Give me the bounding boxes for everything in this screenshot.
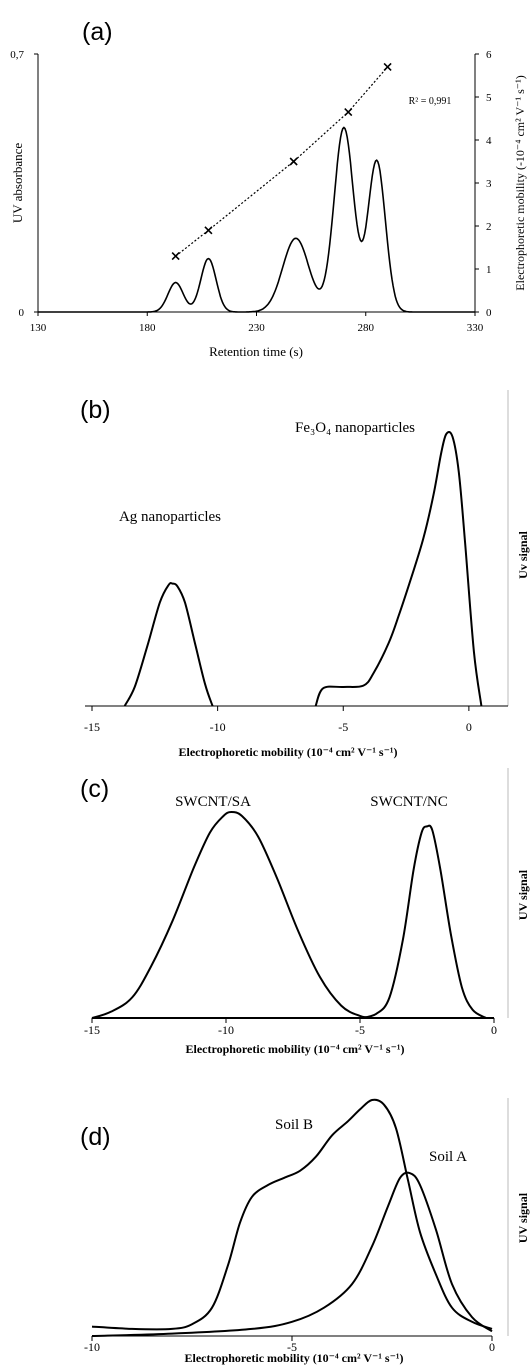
panel-a-y2-tick-label: 5 xyxy=(486,92,492,104)
panel-b-y-axis-label: Uv signal xyxy=(516,531,530,579)
panel-b-fe3o4-annotation: Fe₃O₄ nanoparticles xyxy=(295,420,415,436)
panel-a-y2-tick-label: 2 xyxy=(486,221,492,233)
panel-a-y2-tick-label: 0 xyxy=(486,307,492,319)
panel-b-ticks xyxy=(91,706,470,711)
panel-d-x-axis-label: Electrophoretic mobility (10⁻⁴ cm² V⁻¹ s… xyxy=(184,1351,403,1365)
panel-d: (d) -10 -5 0 Electrophoretic mobility (10⁻… xyxy=(80,1098,530,1365)
panel-b-ag-annotation: Ag nanoparticles xyxy=(119,509,221,525)
panel-b-x-axis-label: Electrophoretic mobility (10⁻⁴ cm² V⁻¹ s… xyxy=(178,745,397,759)
panel-d-y-axis-label: UV signal xyxy=(516,1192,530,1243)
panel-c-x-tick-label: -15 xyxy=(84,1023,100,1037)
panel-c-x-axis-label: Electrophoretic mobility (10⁻⁴ cm² V⁻¹ s… xyxy=(185,1042,404,1056)
panel-a-x-tick-label: 180 xyxy=(139,322,156,334)
panel-a-y2-tick-labels: 0 1 2 3 4 5 6 xyxy=(486,49,492,319)
panel-b-trace-2 xyxy=(314,430,483,707)
panel-c: (c) -15 -10 -5 0 Electrophoretic mobility (… xyxy=(80,768,530,1056)
panel-a-x-axis-label: Retention time (s) xyxy=(209,344,303,359)
panel-c-swcnt-sa-annotation: SWCNT/SA xyxy=(175,794,251,810)
panel-c-x-tick-label: 0 xyxy=(491,1023,497,1037)
panel-a-mobility-point xyxy=(171,252,180,261)
panel-d-x-tick-label: 0 xyxy=(489,1340,495,1354)
panel-a-mobility-point xyxy=(289,157,298,166)
panel-a-mobility-point xyxy=(204,226,213,235)
panel-c-x-tick-label: -10 xyxy=(218,1023,234,1037)
panel-d-ticks xyxy=(91,1336,493,1341)
panel-a: (a) 0,7 0 0 1 2 3 4 5 6 130 180 230 280 330 Retent… xyxy=(10,18,527,359)
panel-c-x-tick-labels: -15 -10 -5 0 xyxy=(84,1023,497,1037)
panel-a-x-tick-label: 280 xyxy=(358,322,375,334)
panel-a-mobility-fit-line xyxy=(175,66,389,257)
panel-b-x-tick-labels: -15 -10 -5 0 xyxy=(84,720,472,734)
panel-a-y-axis-label: UV absorbance xyxy=(10,143,25,223)
panel-a-r2-annotation: R² = 0,991 xyxy=(409,96,452,107)
panel-a-y2-axis-label: Electrophoretic mobility (-10⁻⁴ cm² V⁻¹ … xyxy=(513,75,527,290)
panel-a-y-tick-max: 0,7 xyxy=(10,49,24,61)
panel-b-trace-1 xyxy=(123,582,214,707)
panel-b: (b) -15 -10 -5 0 Electrophoretic mobility (… xyxy=(80,390,530,759)
panel-a-label: (a) xyxy=(82,18,113,46)
panel-c-y-axis-label: UV signal xyxy=(516,869,530,920)
panel-c-plot-area xyxy=(91,811,494,1019)
panel-a-y2-tick-label: 3 xyxy=(486,178,492,190)
panel-d-plot-area xyxy=(91,1098,493,1337)
panel-d-label: (d) xyxy=(80,1123,111,1151)
panel-a-x-tick-label: 130 xyxy=(30,322,47,334)
panel-d-soil-a-annotation: Soil A xyxy=(429,1149,467,1165)
panel-d-x-tick-labels: -10 -5 0 xyxy=(84,1340,495,1354)
panel-a-ticks xyxy=(34,53,479,316)
panel-a-y2-tick-label: 1 xyxy=(486,264,492,276)
panel-d-soil-b-annotation: Soil B xyxy=(275,1117,313,1133)
panel-c-trace-2 xyxy=(359,824,487,1019)
panel-b-plot-area xyxy=(123,430,483,707)
panel-a-plot-area xyxy=(38,62,475,313)
panel-b-x-tick-label: 0 xyxy=(466,720,472,734)
panel-d-x-tick-label: -10 xyxy=(84,1340,100,1354)
panel-c-swcnt-nc-annotation: SWCNT/NC xyxy=(370,794,448,810)
panel-d-x-tick-label: -5 xyxy=(287,1340,297,1354)
panel-a-y2-tick-label: 6 xyxy=(486,49,492,61)
panel-b-x-tick-label: -5 xyxy=(338,720,348,734)
panel-a-x-tick-label: 230 xyxy=(248,322,265,334)
panel-c-label: (c) xyxy=(80,775,109,803)
panel-a-mobility-point xyxy=(344,107,353,117)
panel-d-trace-2 xyxy=(91,1171,493,1337)
panel-c-x-tick-label: -5 xyxy=(355,1023,365,1037)
panel-a-uv-trace xyxy=(38,126,475,313)
panel-c-trace-1 xyxy=(91,811,374,1019)
panel-d-trace-1 xyxy=(91,1098,493,1331)
panel-b-x-tick-label: -15 xyxy=(84,720,100,734)
panel-a-x-tick-label: 330 xyxy=(467,322,484,334)
panel-a-x-tick-labels: 130 180 230 280 330 xyxy=(30,322,484,334)
panel-a-y2-tick-label: 4 xyxy=(486,135,492,147)
panel-b-label: (b) xyxy=(80,396,111,424)
panel-b-x-tick-label: -10 xyxy=(210,720,226,734)
panel-a-y-tick-min: 0 xyxy=(19,307,25,319)
panel-a-mobility-point xyxy=(383,62,392,71)
